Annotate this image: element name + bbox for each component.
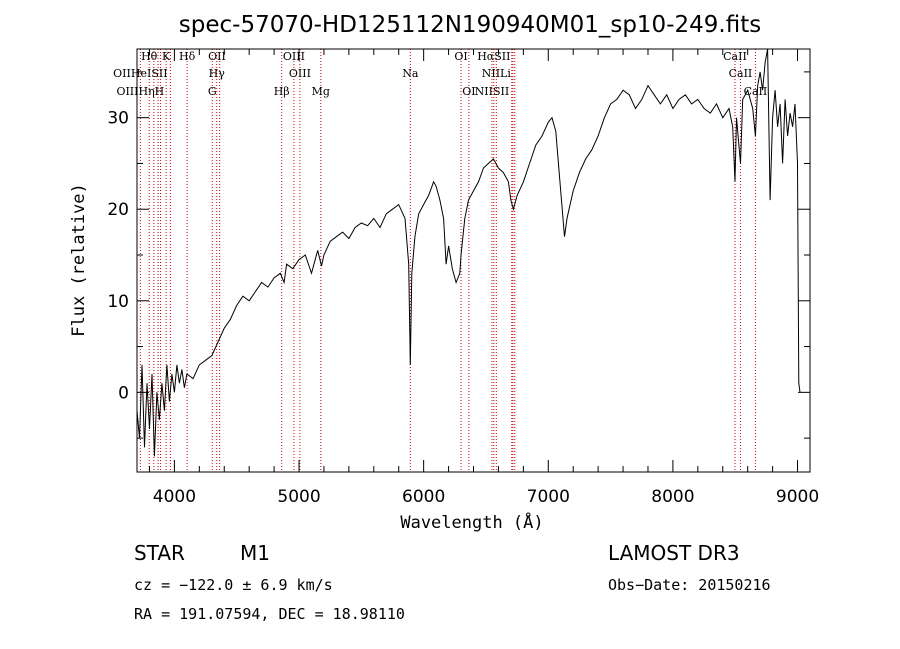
x-axis-label: Wavelength (Å) (400, 511, 543, 533)
spectral-line-label: K (162, 50, 171, 63)
spectral-line-label: OI (462, 85, 475, 98)
spectral-line-label: Na (402, 67, 419, 80)
x-axis-ticks: 4000 5000 6000 7000 8000 9000 (148, 49, 819, 507)
object-type: STAR (134, 541, 185, 565)
spectral-line-label: Hδ (179, 50, 196, 63)
x-tick-label: 8000 (651, 487, 694, 507)
spectral-line-markers (139, 49, 756, 472)
x-tick-label: 5000 (277, 487, 320, 507)
x-tick-label: 4000 (153, 487, 196, 507)
survey-name: LAMOST DR3 (608, 541, 740, 565)
spectral-line-label: CaII (723, 50, 747, 63)
object-subclass: M1 (240, 541, 270, 565)
spectral-line-label: CaII (729, 67, 753, 80)
y-axis-ticks: 0 10 20 30 (107, 71, 810, 439)
y-tick-label: 30 (107, 109, 129, 129)
x-tick-label: 6000 (402, 487, 445, 507)
y-tick-label: 20 (107, 200, 129, 220)
spectral-line-label: OIII (283, 50, 305, 63)
spectral-line-label: Hγ (209, 67, 226, 80)
chart-title: spec-57070-HD125112N190940M01_sp10-249.f… (179, 12, 761, 38)
y-axis-label: Flux (relative) (69, 183, 89, 337)
spectral-line-label: NIILi (482, 67, 512, 80)
x-tick-label: 7000 (527, 487, 570, 507)
spectral-line-label: G (208, 85, 217, 98)
spectral-line-label: CaII (744, 85, 768, 98)
x-tick-label: 9000 (776, 487, 819, 507)
spectral-line-label: OII (208, 50, 226, 63)
obs-date: Obs−Date: 20150216 (608, 576, 771, 594)
spectral-line-labels: Hθ K Hδ OII OIII OI HαSII CaII OIIHeISII Hγ OIII Na… (113, 50, 767, 98)
spectral-line-label: Hβ (274, 85, 290, 98)
spectrum-line (136, 48, 801, 457)
spectral-line-label: OIIHeISII (113, 67, 167, 80)
spectral-line-label: OIIIHηH (116, 85, 164, 98)
coordinates: RA = 191.07594, DEC = 18.98110 (134, 605, 405, 623)
spectral-line-label: HαSII (477, 50, 510, 63)
spectral-line-label: OI (454, 50, 467, 63)
spectral-line-label: Mg (312, 85, 330, 98)
redshift-cz: cz = −122.0 ± 6.9 km/s (134, 576, 333, 594)
spectral-line-label: OIII (289, 67, 311, 80)
spectral-line-label: NIISII (475, 85, 510, 98)
y-tick-label: 10 (107, 292, 129, 312)
y-tick-label: 0 (118, 383, 129, 403)
spectral-line-label: Hθ (141, 50, 158, 63)
